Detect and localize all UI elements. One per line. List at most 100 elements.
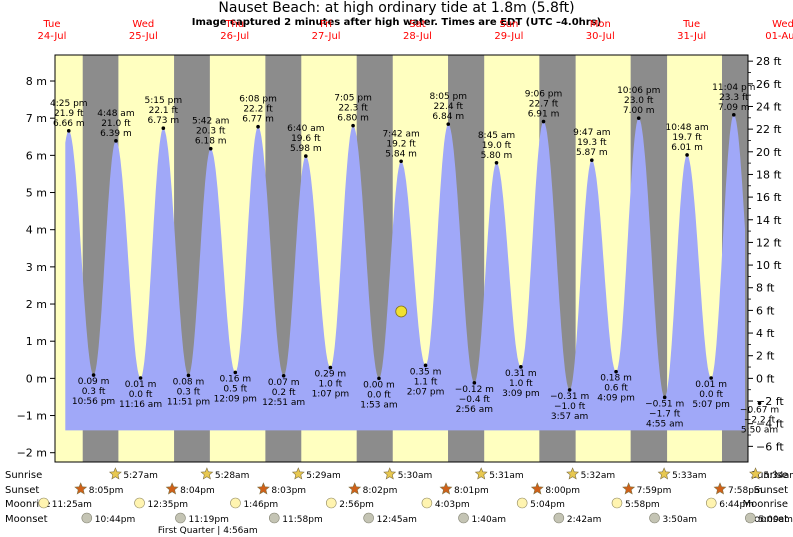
low-tide-feet: 0.0 ft [367, 390, 391, 400]
sunrise-icon [566, 467, 580, 480]
moonrise-icon [705, 497, 717, 509]
low-tide-feet: 1.0 ft [319, 380, 343, 390]
low-tide-feet: −1.7 ft [649, 409, 681, 419]
day-name: Sat [409, 19, 425, 30]
low-tide-feet: 0.3 ft [177, 387, 201, 397]
right-axis-label: 10 ft [756, 259, 782, 272]
high-tide-feet: 21.0 ft [101, 119, 131, 129]
right-axis-label: 4 ft [756, 327, 775, 340]
high-tide-point [399, 159, 403, 164]
day-date: 29-Jul [494, 31, 523, 42]
low-tide-point [614, 369, 618, 374]
row-label-sunrise: Sunrise [5, 470, 42, 481]
low-tide-time: 4:09 pm [597, 394, 635, 404]
sunrise-icon [474, 467, 488, 480]
left-axis-label: 6 m [26, 149, 47, 162]
high-tide-time: 4:25 pm [50, 99, 88, 109]
sunset-time: 8:03pm [271, 486, 306, 496]
chart-subtitle: Image captured 2 minutes after high wate… [191, 17, 602, 28]
low-tide-point [567, 388, 572, 392]
high-tide-point [256, 124, 260, 129]
moonset-icon [458, 512, 469, 524]
moonrise-time: 12:35pm [148, 500, 188, 510]
moonrise-icon [421, 497, 433, 509]
right-axis-label: −6 ft [756, 440, 784, 453]
low-tide-feet: 1.1 ft [414, 377, 438, 387]
high-tide-metres: 6.84 m [432, 112, 464, 122]
high-tide-time: 10:06 pm [617, 86, 660, 96]
low-tide-point [519, 365, 523, 369]
moonset-time: 1:40am [472, 515, 507, 525]
left-axis-label: 1 m [26, 335, 47, 348]
sunset-time: 7:59pm [637, 486, 672, 496]
low-tide-feet: 0.0 ft [699, 390, 723, 400]
low-tide-feet: −1.0 ft [554, 402, 586, 412]
high-tide-time: 7:42 am [382, 129, 419, 139]
sunrise-time: 5:33am [672, 471, 707, 481]
right-axis-label: 12 ft [756, 236, 782, 249]
day-date: 01-Aug [765, 31, 793, 42]
low-tide-time: 1:53 am [360, 400, 397, 410]
plot-border [54, 54, 749, 463]
moonrise-icon [325, 497, 337, 509]
low-tide-point [377, 376, 381, 381]
low-tide-time: 10:56 pm [72, 397, 115, 407]
moonrise-icon [516, 497, 528, 509]
moonrise-time: 6:44pm [719, 500, 754, 510]
high-tide-time: 5:42 am [192, 117, 229, 127]
low-tide-metres: −0.51 m [645, 399, 684, 409]
low-tide-point [186, 373, 191, 378]
high-tide-feet: 21.9 ft [54, 109, 84, 119]
right-axis-label: −4 ft [756, 418, 784, 431]
high-tide-point [114, 139, 118, 143]
high-tide-time: 8:05 pm [429, 92, 467, 102]
high-tide-feet: 22.7 ft [529, 100, 559, 110]
high-tide-point [351, 123, 355, 128]
high-tide-metres: 7.00 m [623, 106, 655, 116]
low-tide-time: 3:57 am [551, 412, 588, 422]
moonset-icon [269, 512, 280, 524]
moonset-time: 5:00am [758, 515, 793, 525]
row-label-moonset-right: Moonset [746, 514, 789, 525]
sunrise-time: 5:30am [398, 471, 433, 481]
day-name: Sun [499, 19, 518, 30]
left-axis-label: −1 m [17, 410, 47, 423]
low-tide-metres: 0.18 m [600, 374, 632, 384]
current-tide-marker [395, 305, 408, 318]
left-axis-label: 5 m [26, 187, 47, 200]
sunset-icon [256, 482, 270, 495]
right-axis-label: 22 ft [756, 123, 782, 136]
high-tide-metres: 6.66 m [53, 119, 85, 129]
moonset-icon [553, 512, 565, 524]
high-tide-feet: 22.3 ft [338, 104, 368, 114]
sunset-icon [530, 482, 544, 495]
sunset-icon [165, 482, 179, 495]
moonset-time: 2:42am [567, 515, 602, 525]
day-name: Mon [590, 19, 611, 30]
low-tide-metres: 0.00 m [363, 380, 395, 390]
right-axis-label: 26 ft [756, 78, 782, 91]
moonrise-icon [38, 497, 50, 509]
moon-phase-label: First Quarter | 4:56am [158, 526, 258, 536]
moonrise-icon [230, 497, 241, 509]
moonset-icon [745, 512, 756, 524]
sunrise-icon [291, 467, 305, 480]
low-tide-time: 3:09 pm [502, 389, 540, 399]
right-axis-label: 24 ft [756, 100, 782, 113]
high-tide-metres: 6.01 m [671, 143, 703, 153]
sunset-time: 8:02pm [363, 486, 398, 496]
high-tide-time: 10:48 am [666, 123, 709, 133]
high-tide-feet: 22.1 ft [149, 106, 179, 116]
sunrise-time: 5:29am [306, 471, 341, 481]
low-tide-time: 11:51 pm [167, 397, 210, 407]
left-axis-label: 4 m [26, 224, 47, 237]
moonrise-icon [611, 497, 623, 509]
moonset-time: 10:44pm [95, 515, 135, 525]
high-tide-point [590, 158, 594, 162]
low-tide-metres: 0.31 m [505, 369, 537, 379]
right-axis-label: 6 ft [756, 304, 775, 317]
high-tide-time: 8:45 am [478, 131, 515, 141]
moonrise-time: 5:04pm [530, 500, 565, 510]
right-axis-label: 2 ft [756, 350, 775, 363]
